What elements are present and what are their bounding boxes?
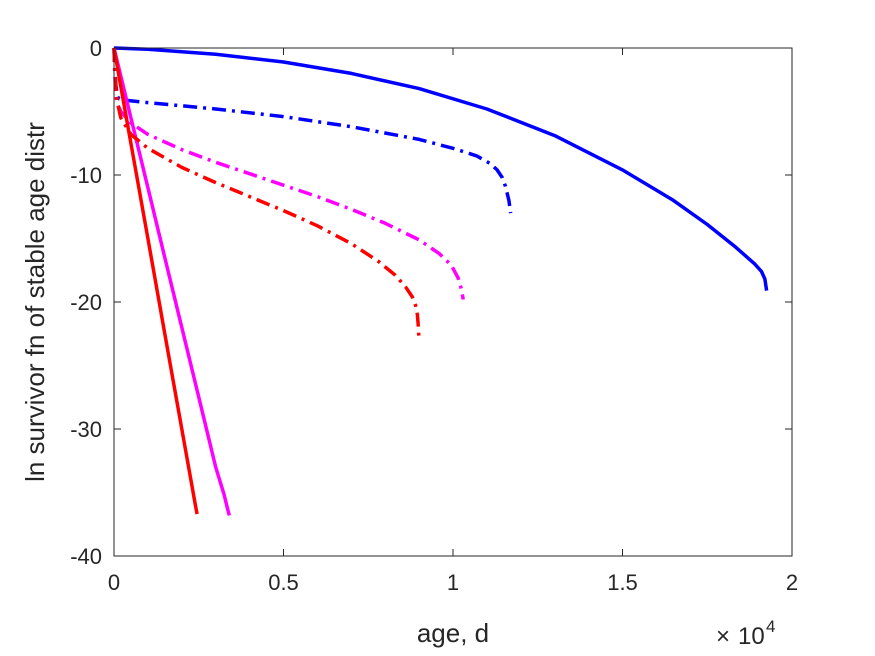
y-tick-label: -20 bbox=[70, 290, 102, 315]
x-tick-label: 0.5 bbox=[268, 570, 299, 595]
series-line-3 bbox=[112, 47, 231, 516]
series-line-2 bbox=[112, 47, 513, 214]
x-axis-multiplier: × 10 4 bbox=[716, 617, 775, 650]
tick-layer bbox=[113, 47, 793, 557]
y-tick-label: -40 bbox=[70, 544, 102, 569]
tick-label-layer: 0 0.5 1 1.5 2 0 -10 -20 -30 -40 bbox=[70, 36, 798, 595]
x-tick-label: 1 bbox=[447, 570, 459, 595]
x-axis-multiplier-times: × bbox=[716, 623, 730, 650]
series-line-1 bbox=[113, 46, 769, 291]
series-layer bbox=[112, 46, 769, 516]
y-axis-label: ln survivor fn of stable age distr bbox=[20, 122, 50, 482]
series-line-5 bbox=[112, 47, 199, 515]
x-axis-label: age, d bbox=[417, 618, 489, 648]
series-line-6 bbox=[112, 47, 421, 342]
x-tick-label: 0 bbox=[108, 570, 120, 595]
x-axis-multiplier-exponent: 4 bbox=[766, 617, 775, 636]
y-tick-label: 0 bbox=[90, 36, 102, 61]
y-tick-label: -10 bbox=[70, 163, 102, 188]
y-tick-label: -30 bbox=[70, 417, 102, 442]
x-axis-multiplier-base: 10 bbox=[738, 623, 765, 650]
x-tick-label: 2 bbox=[786, 570, 798, 595]
x-tick-label: 1.5 bbox=[607, 570, 638, 595]
plot-area bbox=[114, 48, 792, 556]
